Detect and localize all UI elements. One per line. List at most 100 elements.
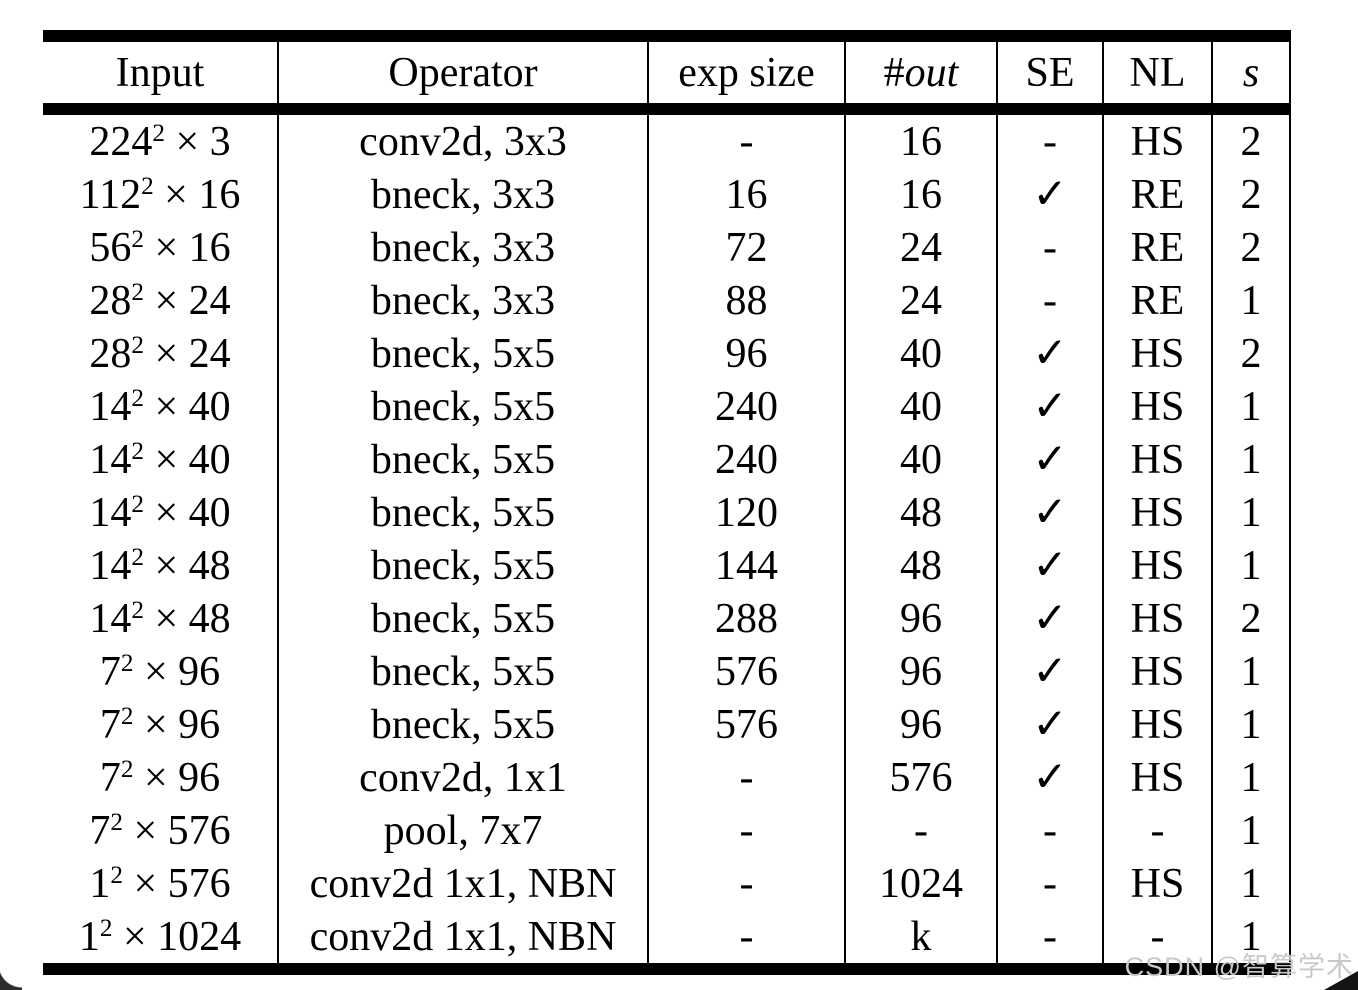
cell-se: ✓: [996, 592, 1103, 645]
column-header-label: Input: [115, 49, 205, 96]
cell-s: 2: [1211, 221, 1291, 274]
cell-operator: pool, 7x7: [277, 804, 648, 857]
architecture-table: Input Operator exp size #out SE NL s 2242 × 3 c…: [43, 30, 1291, 975]
table-row: 72 × 96 bneck, 5x5 576 96 ✓ HS 1: [43, 698, 1291, 751]
cell-operator: bneck, 3x3: [277, 221, 648, 274]
table-row: 142 × 48 bneck, 5x5 144 48 ✓ HS 1: [43, 539, 1291, 592]
column-header-se: SE: [996, 36, 1103, 115]
cell-input: 282 × 24: [89, 277, 231, 324]
cell-operator: bneck, 5x5: [277, 327, 648, 380]
column-header-s: s: [1211, 36, 1291, 115]
cell-out: 96: [844, 645, 997, 698]
cell-se: -: [996, 910, 1103, 969]
cell-s: 1: [1211, 380, 1291, 433]
cell-nl: HS: [1102, 109, 1212, 168]
table-row: 72 × 96 bneck, 5x5 576 96 ✓ HS 1: [43, 645, 1291, 698]
cell-s: 1: [1211, 698, 1291, 751]
column-header-prefix: #: [883, 49, 905, 96]
cell-exp-size: -: [647, 804, 845, 857]
column-header-exp-size: exp size: [647, 36, 845, 115]
table-row: 142 × 40 bneck, 5x5 120 48 ✓ HS 1: [43, 486, 1291, 539]
cell-out: 96: [844, 698, 997, 751]
cell-s: 2: [1211, 109, 1291, 168]
cell-exp-size: 88: [647, 274, 845, 327]
cell-out: k: [844, 910, 997, 969]
cell-s: 2: [1211, 327, 1291, 380]
cell-out: 96: [844, 592, 997, 645]
cell-se: -: [996, 274, 1103, 327]
cell-operator: bneck, 5x5: [277, 380, 648, 433]
cell-out: 16: [844, 168, 997, 221]
table-row: 1122 × 16 bneck, 3x3 16 16 ✓ RE 2: [43, 168, 1291, 221]
column-header-label: NL: [1129, 49, 1186, 96]
cell-operator: bneck, 3x3: [277, 274, 648, 327]
table-row: 72 × 96 conv2d, 1x1-576 ✓ HS 1: [43, 751, 1291, 804]
cell-se: -: [996, 857, 1103, 910]
column-header-label: exp size: [678, 49, 815, 96]
cell-nl: HS: [1102, 486, 1212, 539]
cell-exp-size: 240: [647, 433, 845, 486]
cell-operator: bneck, 5x5: [277, 645, 648, 698]
cell-s: 1: [1211, 274, 1291, 327]
table-row: 142 × 48 bneck, 5x5 288 96 ✓ HS 2: [43, 592, 1291, 645]
cell-exp-size: 96: [647, 327, 845, 380]
cell-operator: conv2d, 1x1: [277, 751, 648, 804]
cell-out: 24: [844, 221, 997, 274]
cell-input: 2242 × 3: [89, 118, 231, 165]
cell-s: 1: [1211, 486, 1291, 539]
column-header-label: Operator: [388, 49, 538, 96]
cell-exp-size: 576: [647, 645, 845, 698]
cell-input: 142 × 40: [89, 436, 231, 483]
cell-exp-size: 144: [647, 539, 845, 592]
cell-se: ✓: [996, 751, 1103, 804]
cell-nl: HS: [1102, 751, 1212, 804]
cell-se: -: [996, 804, 1103, 857]
cell-out: 576: [844, 751, 997, 804]
cell-nl: -: [1102, 804, 1212, 857]
cell-s: 1: [1211, 804, 1291, 857]
cell-s: 1: [1211, 433, 1291, 486]
cell-operator: bneck, 5x5: [277, 698, 648, 751]
cell-nl: RE: [1102, 274, 1212, 327]
table-row: 12 × 576 conv2d 1x1, NBN -1024- HS 1: [43, 857, 1291, 910]
cell-input: 12 × 576: [89, 860, 231, 907]
column-header-label: out: [904, 49, 959, 96]
cell-input: 12 × 1024: [78, 913, 242, 960]
cell-exp-size: 576: [647, 698, 845, 751]
cell-input: 72 × 576: [89, 807, 231, 854]
cell-se: ✓: [996, 168, 1103, 221]
cell-s: 2: [1211, 592, 1291, 645]
cell-out: 24: [844, 274, 997, 327]
cell-nl: HS: [1102, 857, 1212, 910]
cell-out: 1024: [844, 857, 997, 910]
cell-nl: RE: [1102, 168, 1212, 221]
table-row: 2242 × 3 conv2d, 3x3-16- HS 2: [43, 109, 1291, 168]
cell-input: 72 × 96: [99, 648, 221, 695]
cell-operator: conv2d 1x1, NBN: [277, 910, 648, 969]
table-body: 2242 × 3 conv2d, 3x3-16- HS 2 1122 × 16 bneck…: [43, 109, 1291, 969]
cell-operator: bneck, 5x5: [277, 433, 648, 486]
cell-se: ✓: [996, 486, 1103, 539]
cell-nl: HS: [1102, 592, 1212, 645]
column-header-label: s: [1242, 49, 1260, 96]
cell-out: -: [844, 804, 997, 857]
corner-artifact-bottom-left: [0, 964, 22, 990]
cell-nl: -: [1102, 910, 1212, 969]
cell-nl: HS: [1102, 433, 1212, 486]
cell-input: 72 × 96: [99, 754, 221, 801]
cell-input: 1122 × 16: [79, 171, 241, 218]
cell-s: 2: [1211, 168, 1291, 221]
cell-nl: HS: [1102, 698, 1212, 751]
cell-out: 40: [844, 380, 997, 433]
cell-exp-size: 288: [647, 592, 845, 645]
table-row: 72 × 576 pool, 7x7- - - -1: [43, 804, 1291, 857]
column-header-nl: NL: [1102, 36, 1212, 115]
cell-se: ✓: [996, 433, 1103, 486]
cell-operator: bneck, 5x5: [277, 486, 648, 539]
cell-nl: HS: [1102, 380, 1212, 433]
cell-out: 16: [844, 109, 997, 168]
cell-input: 142 × 40: [89, 383, 231, 430]
cell-nl: HS: [1102, 645, 1212, 698]
table-row: 142 × 40 bneck, 5x5 240 40 ✓ HS 1: [43, 433, 1291, 486]
